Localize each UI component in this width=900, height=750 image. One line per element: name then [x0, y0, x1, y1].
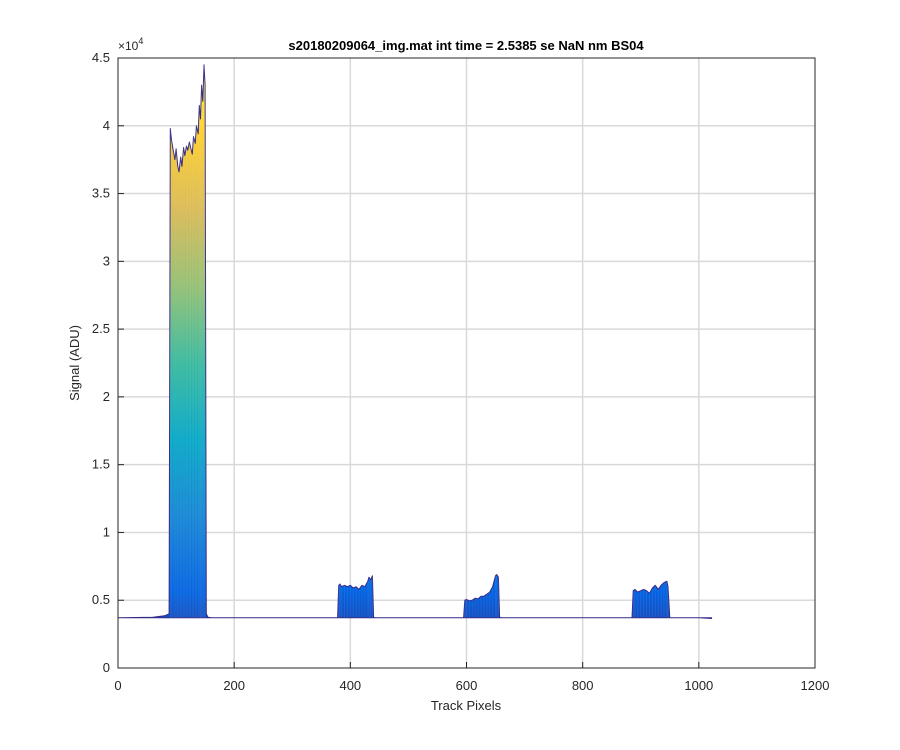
y-exponent-label: ×104	[118, 36, 143, 53]
y-tick-label: 4.5	[92, 50, 110, 65]
y-tick-label: 2.5	[92, 321, 110, 336]
y-axis-label: Signal (ADU)	[67, 325, 82, 401]
series-area	[118, 64, 713, 619]
x-tick-label: 800	[572, 678, 594, 693]
y-exponent-base: ×10	[118, 39, 139, 53]
chart-title: s20180209064_img.mat int time = 2.5385 s…	[288, 38, 644, 53]
x-axis-label: Track Pixels	[431, 698, 502, 713]
y-tick-label: 0	[103, 660, 110, 675]
x-tick-label: 200	[223, 678, 245, 693]
y-exponent-power: 4	[138, 36, 143, 46]
y-tick-label: 4	[103, 118, 110, 133]
grid-lines	[118, 58, 815, 668]
signal-area	[118, 64, 713, 619]
x-tick-label: 1200	[801, 678, 830, 693]
x-tick-label: 600	[456, 678, 478, 693]
y-tick-label: 0.5	[92, 592, 110, 607]
x-tick-label: 0	[114, 678, 121, 693]
x-tick-label: 400	[339, 678, 361, 693]
y-tick-label: 1.5	[92, 457, 110, 472]
x-tick-label: 1000	[684, 678, 713, 693]
y-tick-label: 3.5	[92, 186, 110, 201]
y-tick-label: 1	[103, 524, 110, 539]
y-axis-ticks: 0 0.5 1 1.5 2 2.5 3 3.5 4 4.5	[92, 50, 124, 675]
y-tick-label: 3	[103, 253, 110, 268]
y-tick-label: 2	[103, 389, 110, 404]
x-axis-ticks: 0 200 400 600 800 1000 1200	[114, 662, 829, 693]
